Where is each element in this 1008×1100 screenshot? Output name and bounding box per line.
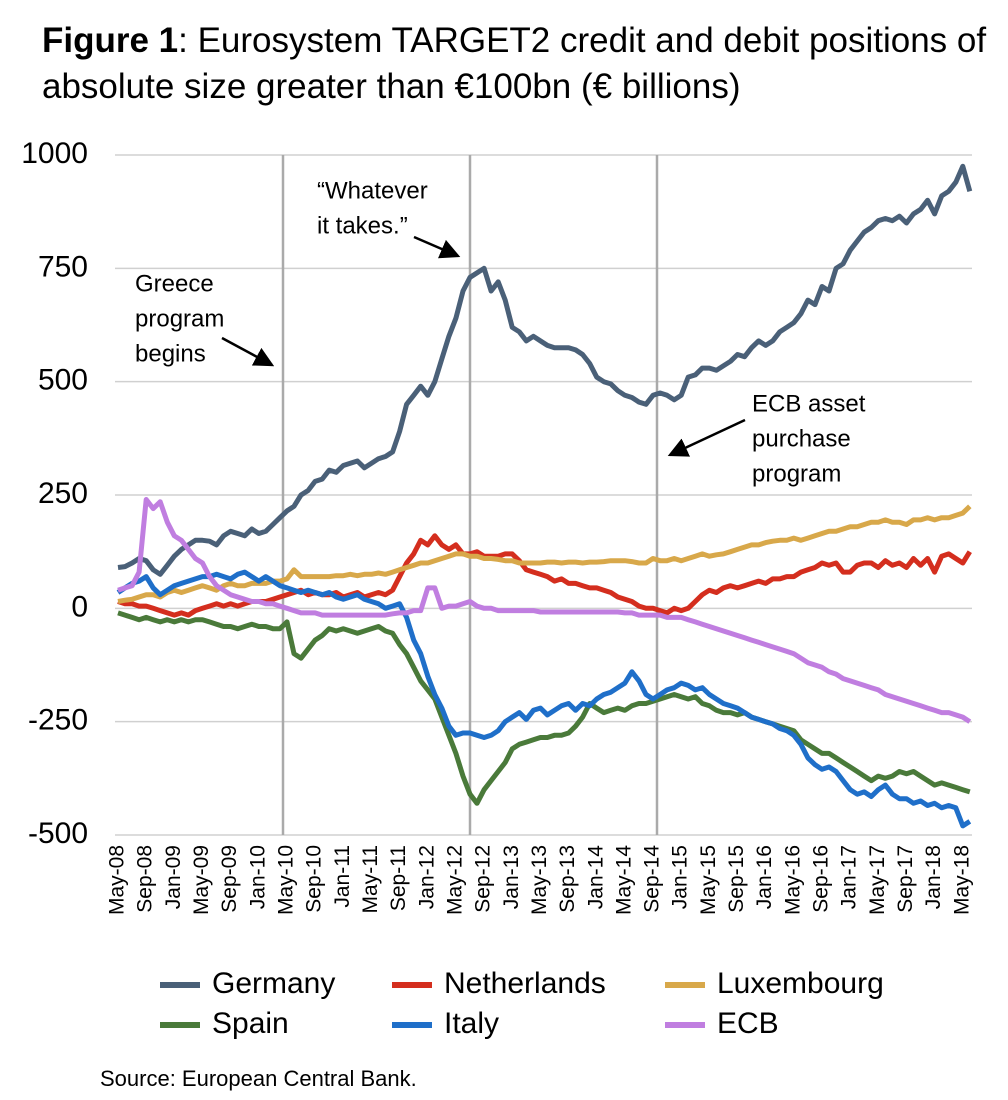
x-tick-label: Jan-09 — [162, 845, 185, 909]
x-tick-label: Sep-10 — [303, 845, 326, 913]
x-tick-label: May-15 — [697, 845, 720, 915]
x-tick-label: May-11 — [359, 845, 382, 913]
x-tick-label: Sep-11 — [387, 845, 410, 911]
x-tick-label: Jan-10 — [246, 845, 269, 909]
y-tick-label: 750 — [38, 250, 88, 283]
annotation: “Whatever — [317, 177, 428, 204]
annotation-arrow — [667, 418, 746, 457]
x-tick-label: Sep-08 — [134, 845, 157, 913]
x-tick-label: Sep-12 — [472, 845, 495, 913]
figure-label: Figure 1 — [42, 21, 179, 60]
x-tick-label: Jan-17 — [838, 845, 861, 909]
y-tick-label: 500 — [38, 364, 88, 397]
x-tick-label: Jan-15 — [669, 845, 692, 909]
x-tick-label: Jan-16 — [753, 845, 776, 909]
x-tick-label: Jan-12 — [415, 845, 438, 909]
x-tick-label: Sep-14 — [641, 845, 664, 913]
y-tick-label: 0 — [71, 590, 88, 623]
y-tick-label: -500 — [28, 817, 88, 850]
legend-label: Italy — [444, 1007, 499, 1040]
series-line — [117, 504, 972, 604]
series-line — [116, 569, 972, 829]
series-line — [117, 610, 971, 806]
chart-title: Figure 1: Eurosystem TARGET2 credit and … — [42, 18, 1002, 110]
plot-lines — [116, 163, 973, 829]
y-tick-label: 1000 — [21, 137, 88, 170]
annotation: begins — [135, 340, 206, 367]
x-tick-label: May-17 — [866, 845, 889, 915]
x-tick-label: May-10 — [275, 845, 298, 915]
x-tick-label: Sep-17 — [894, 845, 917, 913]
x-tick-label: May-09 — [190, 845, 213, 915]
annotation: Greece — [135, 270, 214, 297]
grid — [115, 154, 972, 836]
x-tick-label: Jan-13 — [500, 845, 523, 909]
annotation-arrow — [221, 336, 275, 367]
x-tick-label: Jan-18 — [922, 845, 945, 909]
annotation-arrow — [413, 235, 461, 259]
x-tick-label: May-08 — [106, 845, 129, 915]
annotation: ECB asset — [752, 390, 866, 417]
x-tick-label: May-14 — [612, 845, 635, 915]
legend-label: Germany — [212, 967, 335, 1000]
annotation: program — [135, 305, 224, 332]
labels: -500 -250 0 250 500 750 1000 May-08 Sep-08 Jan-09… — [21, 137, 973, 1091]
title-text: : Eurosystem TARGET2 credit and debit po… — [42, 21, 987, 106]
legend-label: Spain — [212, 1007, 289, 1040]
x-tick-label: Sep-15 — [725, 845, 748, 913]
source-note: Source: European Central Bank. — [100, 1066, 417, 1091]
series-line — [117, 163, 973, 577]
y-tick-label: -250 — [28, 704, 88, 737]
x-tick-label: May-12 — [443, 845, 466, 915]
legend-label: ECB — [717, 1007, 779, 1040]
x-tick-label: May-13 — [528, 845, 551, 915]
legend-label: Luxembourg — [717, 967, 884, 1000]
x-tick-label: Sep-09 — [218, 845, 241, 913]
series-line — [117, 497, 972, 724]
annotation: it takes.” — [317, 212, 408, 239]
x-tick-label: Sep-16 — [810, 845, 833, 913]
y-tick-label: 250 — [38, 477, 88, 510]
x-tick-label: May-16 — [781, 845, 804, 915]
legend-label: Netherlands — [444, 967, 606, 1000]
x-tick-label: May-18 — [950, 845, 973, 915]
annotation: program — [752, 460, 841, 487]
x-tick-label: Sep-13 — [556, 845, 579, 913]
annotation: purchase — [752, 425, 851, 452]
x-tick-label: Jan-11 — [331, 845, 354, 908]
x-tick-label: Jan-14 — [584, 845, 607, 910]
